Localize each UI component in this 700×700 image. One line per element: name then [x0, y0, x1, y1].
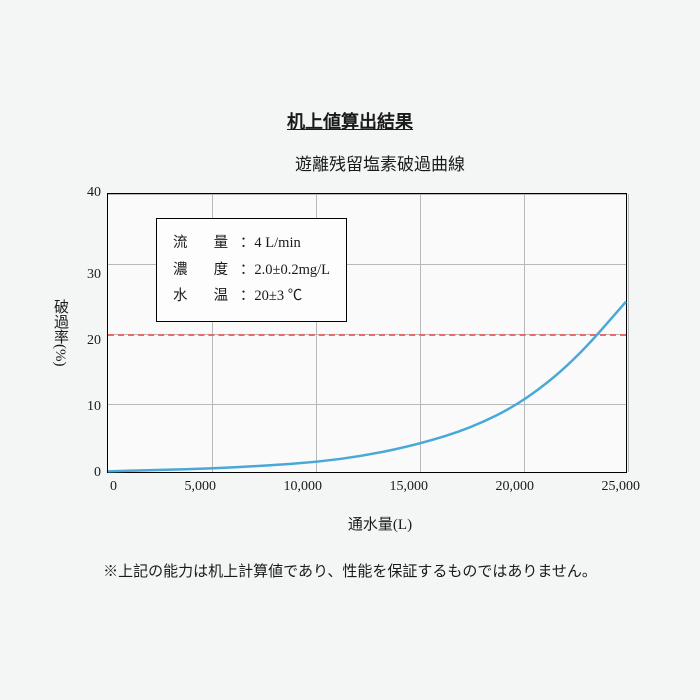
- x-tick: 10,000: [284, 479, 323, 495]
- chart-title: 遊離残留塩素破過曲線: [50, 150, 660, 175]
- curve-svg: [108, 194, 626, 472]
- disclaimer-text: ※上記の能力は机上計算値であり、性能を保証するものではありません。: [0, 560, 700, 581]
- breakthrough-curve: [108, 302, 626, 472]
- plot-area: 流 量：4 L/min濃 度：2.0±0.2mg/L水 温：20±3 ℃: [107, 193, 627, 473]
- x-tick: 25,000: [602, 479, 641, 495]
- y-axis-label: 破過率(%): [50, 299, 71, 367]
- y-tick: 30: [87, 267, 101, 283]
- y-tick: 40: [87, 185, 101, 201]
- y-tick: 10: [87, 399, 101, 415]
- x-axis-label: 通水量(L): [50, 513, 660, 534]
- y-tick: 20: [87, 333, 101, 349]
- y-axis-ticks: 403020100: [75, 193, 107, 473]
- x-tick: 5,000: [185, 479, 217, 495]
- x-tick: 15,000: [390, 479, 429, 495]
- x-tick: 0: [110, 479, 117, 495]
- y-tick: 0: [94, 465, 101, 481]
- reference-line: [108, 334, 626, 336]
- plot-row: 破過率(%) 403020100 流 量：4 L/min濃 度：2.0±0.2m…: [50, 193, 660, 473]
- x-tick: 20,000: [496, 479, 535, 495]
- x-axis-ticks: 0 5,000 10,000 15,000 20,000 25,000: [110, 479, 640, 495]
- gridline-v: [628, 194, 629, 472]
- chart-container: 遊離残留塩素破過曲線 破過率(%) 40 30 20 10 0 流 量：4 L/min濃…: [50, 150, 660, 534]
- page-title: 机上値算出結果: [0, 0, 700, 134]
